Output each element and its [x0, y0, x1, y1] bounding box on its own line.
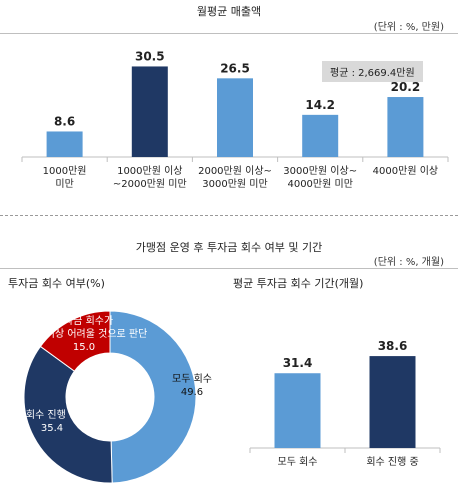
donut-slice — [109, 310, 197, 484]
bar — [369, 356, 416, 448]
tick-label: 2000만원 이상~ — [198, 165, 272, 177]
donut-slice — [39, 310, 111, 372]
slice-label: 회수 진행 중 — [26, 409, 78, 421]
bar — [217, 78, 253, 157]
data-label: 38.6 — [378, 339, 408, 353]
tick-label: 1000만원 이상 — [117, 165, 182, 177]
data-label: 31.4 — [283, 356, 313, 370]
tick-label: 미만 — [55, 178, 73, 190]
slice-value: 35.4 — [41, 423, 63, 434]
unit-label-payback: (단위 : %, 개월) — [373, 257, 444, 268]
data-label: 8.6 — [54, 114, 75, 128]
slice-value: 49.6 — [181, 387, 203, 398]
bar — [131, 66, 168, 157]
subtitle-recovery-period: 평균 투자금 회수 기간(개월) — [233, 277, 364, 290]
tick-label: ~2000만원 미만 — [113, 178, 187, 190]
tick-label: 4000만원 미만 — [287, 178, 352, 190]
tick-label: 4000만원 이상 — [373, 165, 438, 177]
average-badge: 평균 : 2,669.4만원 — [322, 61, 423, 82]
data-label: 30.5 — [135, 49, 165, 63]
recovery-period-bar-chart: 31.4 모두 회수 38.6 회수 진행 중 — [249, 339, 441, 468]
top-divider — [0, 33, 458, 34]
mid-divider — [0, 268, 458, 269]
section-divider — [0, 215, 458, 216]
unit-label-sales: (단위 : %, 만원) — [373, 22, 444, 33]
tick-label: 3000만원 이상~ — [283, 165, 357, 177]
chart-title-payback: 가맹점 운영 후 투자금 회수 여부 및 기간 — [135, 241, 323, 254]
donut-slice — [23, 345, 113, 484]
data-label: 20.2 — [391, 80, 421, 94]
chart-title-sales: 월평균 매출액 — [196, 5, 262, 18]
bar — [46, 131, 83, 157]
bar — [387, 97, 424, 157]
data-label: 14.2 — [305, 98, 335, 112]
tick-label: 1000만원 — [43, 165, 87, 177]
slice-label: 10년 이상 어려울 것으로 판단 — [21, 328, 148, 340]
slice-value: 15.0 — [73, 342, 95, 353]
data-label: 26.5 — [220, 61, 250, 75]
slice-label: 모두 회수 — [172, 373, 212, 385]
subtitle-recovery-status: 투자금 회수 여부(%) — [8, 277, 105, 290]
tick-label: 3000만원 미만 — [202, 178, 267, 190]
tick-label: 회수 진행 중 — [366, 456, 418, 468]
slice-label: 투자금 회수가 — [55, 315, 113, 327]
tick-label: 모두 회수 — [278, 456, 318, 468]
bar — [274, 373, 321, 448]
bar — [302, 114, 339, 157]
